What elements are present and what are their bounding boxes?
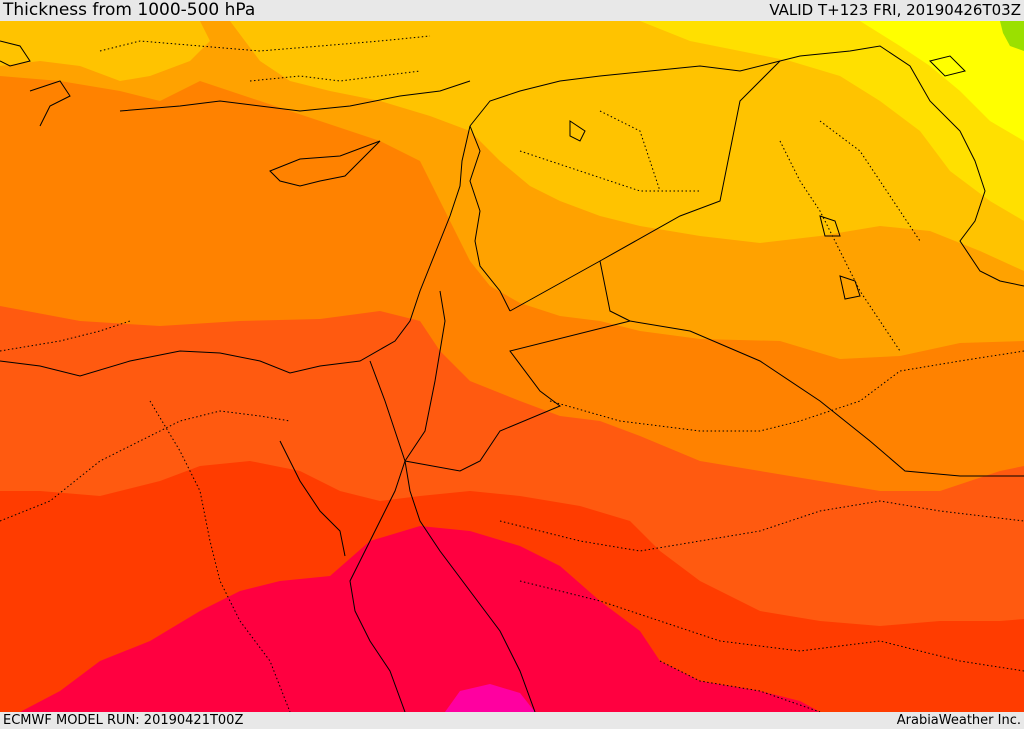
- band-magenta: [445, 684, 535, 712]
- map-canvas: [0, 21, 1024, 712]
- thickness-map[interactable]: [0, 21, 1024, 712]
- band-yellow: [640, 21, 1024, 221]
- band-amber: [230, 21, 1024, 271]
- footer-bar: ECMWF MODEL RUN: 20190421T00Z ArabiaWeat…: [0, 712, 1024, 729]
- band-green: [1000, 21, 1024, 51]
- model-run-label: ECMWF MODEL RUN: 20190421T00Z: [3, 713, 244, 728]
- map-title: Thickness from 1000-500 hPa: [3, 0, 256, 20]
- political-borders: [369, 45, 1024, 477]
- admin-boundaries: [0, 35, 1024, 712]
- valid-time: VALID T+123 FRI, 20190426T03Z: [769, 1, 1021, 19]
- band-amber-west: [0, 21, 210, 81]
- header-bar: Thickness from 1000-500 hPa VALID T+123 …: [0, 0, 1024, 21]
- coastlines: [0, 40, 966, 712]
- band-bright-yellow: [860, 21, 1024, 141]
- credit-label: ArabiaWeather Inc.: [896, 713, 1021, 728]
- band-crimson: [20, 526, 820, 712]
